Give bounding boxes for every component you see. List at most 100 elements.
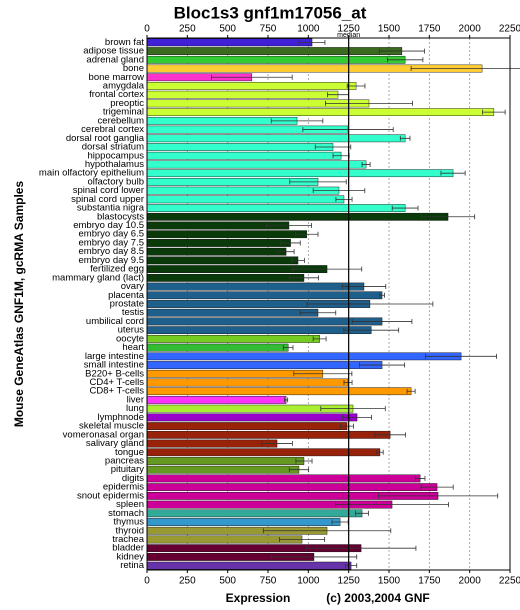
bar: [146, 352, 462, 361]
bar: [146, 256, 299, 265]
x-tick-label-bottom: 750: [260, 576, 277, 587]
bar: [146, 387, 412, 396]
category-label: oocyte: [116, 333, 144, 344]
error-bar: [302, 127, 394, 133]
bar: [146, 474, 421, 483]
bar: [146, 396, 287, 404]
error-bar: [440, 170, 466, 176]
bar: [146, 160, 367, 169]
error-bar: [482, 109, 506, 115]
bar: [146, 143, 334, 151]
error-bar: [420, 484, 454, 490]
category-label: adipose tissue: [83, 46, 144, 57]
category-label: testis: [122, 307, 144, 318]
category-label: placenta: [108, 290, 145, 301]
bar: [146, 343, 289, 352]
bar: [146, 247, 287, 256]
error-bar: [351, 318, 413, 324]
category-label: salivary gland: [86, 438, 144, 449]
error-bar: [376, 449, 384, 455]
error-bar: [406, 388, 416, 394]
bar: [146, 108, 495, 116]
x-tick-label-bottom: 1500: [378, 576, 401, 587]
category-label: thymus: [113, 517, 144, 528]
x-tick-label-bottom: 0: [144, 576, 150, 587]
error-bar: [399, 135, 411, 141]
category-label: uterus: [118, 325, 145, 336]
error-bar: [284, 397, 289, 403]
error-bar: [288, 467, 310, 473]
error-bar: [299, 310, 337, 316]
bar: [146, 47, 403, 55]
category-label: frontal cortex: [89, 89, 144, 100]
category-label: tongue: [115, 447, 144, 458]
x-tick-label-bottom: 2000: [459, 576, 482, 587]
category-label: bone marrow: [89, 72, 145, 83]
x-tick-label-top: 1250: [338, 24, 361, 35]
error-bar: [342, 414, 372, 420]
category-label: brown fat: [105, 37, 144, 48]
bar: [146, 169, 454, 178]
x-tick-label-top: 2000: [459, 24, 482, 35]
error-bar: [305, 545, 417, 551]
x-tick-label-bottom: 500: [219, 576, 236, 587]
category-label: digits: [122, 473, 144, 484]
x-tick-label-bottom: 1000: [297, 576, 320, 587]
category-label: snout epidermis: [77, 490, 144, 501]
error-bar: [378, 48, 425, 54]
category-label: CD4+ T-cells: [90, 377, 145, 388]
category-label: CD8+ T-cells: [90, 386, 145, 397]
category-label: main olfactory epithelium: [39, 168, 144, 179]
category-label: mammary gland (lact): [52, 272, 144, 283]
x-tick-label-bottom: 1750: [418, 576, 441, 587]
category-label: large intestine: [85, 351, 144, 362]
chart-title: Bloc1s3 gnf1m17056_at: [174, 3, 367, 22]
x-tick-label-bottom: 250: [179, 576, 196, 587]
category-label: thyroid: [115, 525, 144, 536]
error-bar: [361, 161, 371, 167]
x-tick-label-top: 250: [179, 24, 196, 35]
category-label: pancreas: [105, 455, 144, 466]
bar: [146, 90, 339, 99]
category-label: spleen: [116, 499, 144, 510]
y-axis-label: Mouse GeneAtlas GNF1M, gcRMA Samples: [12, 181, 26, 428]
bar: [146, 561, 352, 570]
category-label: small intestine: [84, 360, 144, 371]
x-tick-label-top: 2250: [499, 24, 520, 35]
category-label: liver: [127, 394, 144, 405]
x-tick-label-top: 1000: [297, 24, 320, 35]
bar: [146, 204, 406, 212]
category-label: amygdala: [103, 80, 145, 91]
error-bar: [282, 345, 294, 351]
error-bar: [425, 353, 498, 359]
error-bar: [340, 423, 354, 429]
x-tick-label-top: 1750: [418, 24, 441, 35]
bar: [146, 413, 358, 422]
bar: [146, 326, 372, 335]
error-bar: [341, 284, 387, 290]
bar: [146, 82, 357, 90]
category-label: trigeminal: [103, 107, 144, 118]
bar: [146, 317, 383, 326]
error-bar: [265, 223, 312, 229]
error-bar: [391, 205, 419, 211]
category-label: kidney: [117, 551, 145, 562]
bar: [146, 457, 305, 465]
category-label: olfactory bulb: [87, 176, 144, 187]
category-label: prostate: [110, 299, 144, 310]
error-bar: [374, 432, 406, 438]
error-bar: [295, 458, 313, 464]
bar: [146, 38, 313, 47]
bar: [146, 422, 348, 430]
category-label: stomach: [108, 508, 144, 519]
bar: [146, 186, 340, 195]
bar: [146, 439, 278, 448]
bar: [146, 509, 363, 518]
error-bar: [335, 196, 353, 202]
bar: [146, 134, 406, 143]
category-label: bone: [123, 63, 144, 74]
error-bar: [289, 275, 319, 281]
error-bar: [386, 57, 424, 63]
category-label: retina: [120, 560, 144, 571]
